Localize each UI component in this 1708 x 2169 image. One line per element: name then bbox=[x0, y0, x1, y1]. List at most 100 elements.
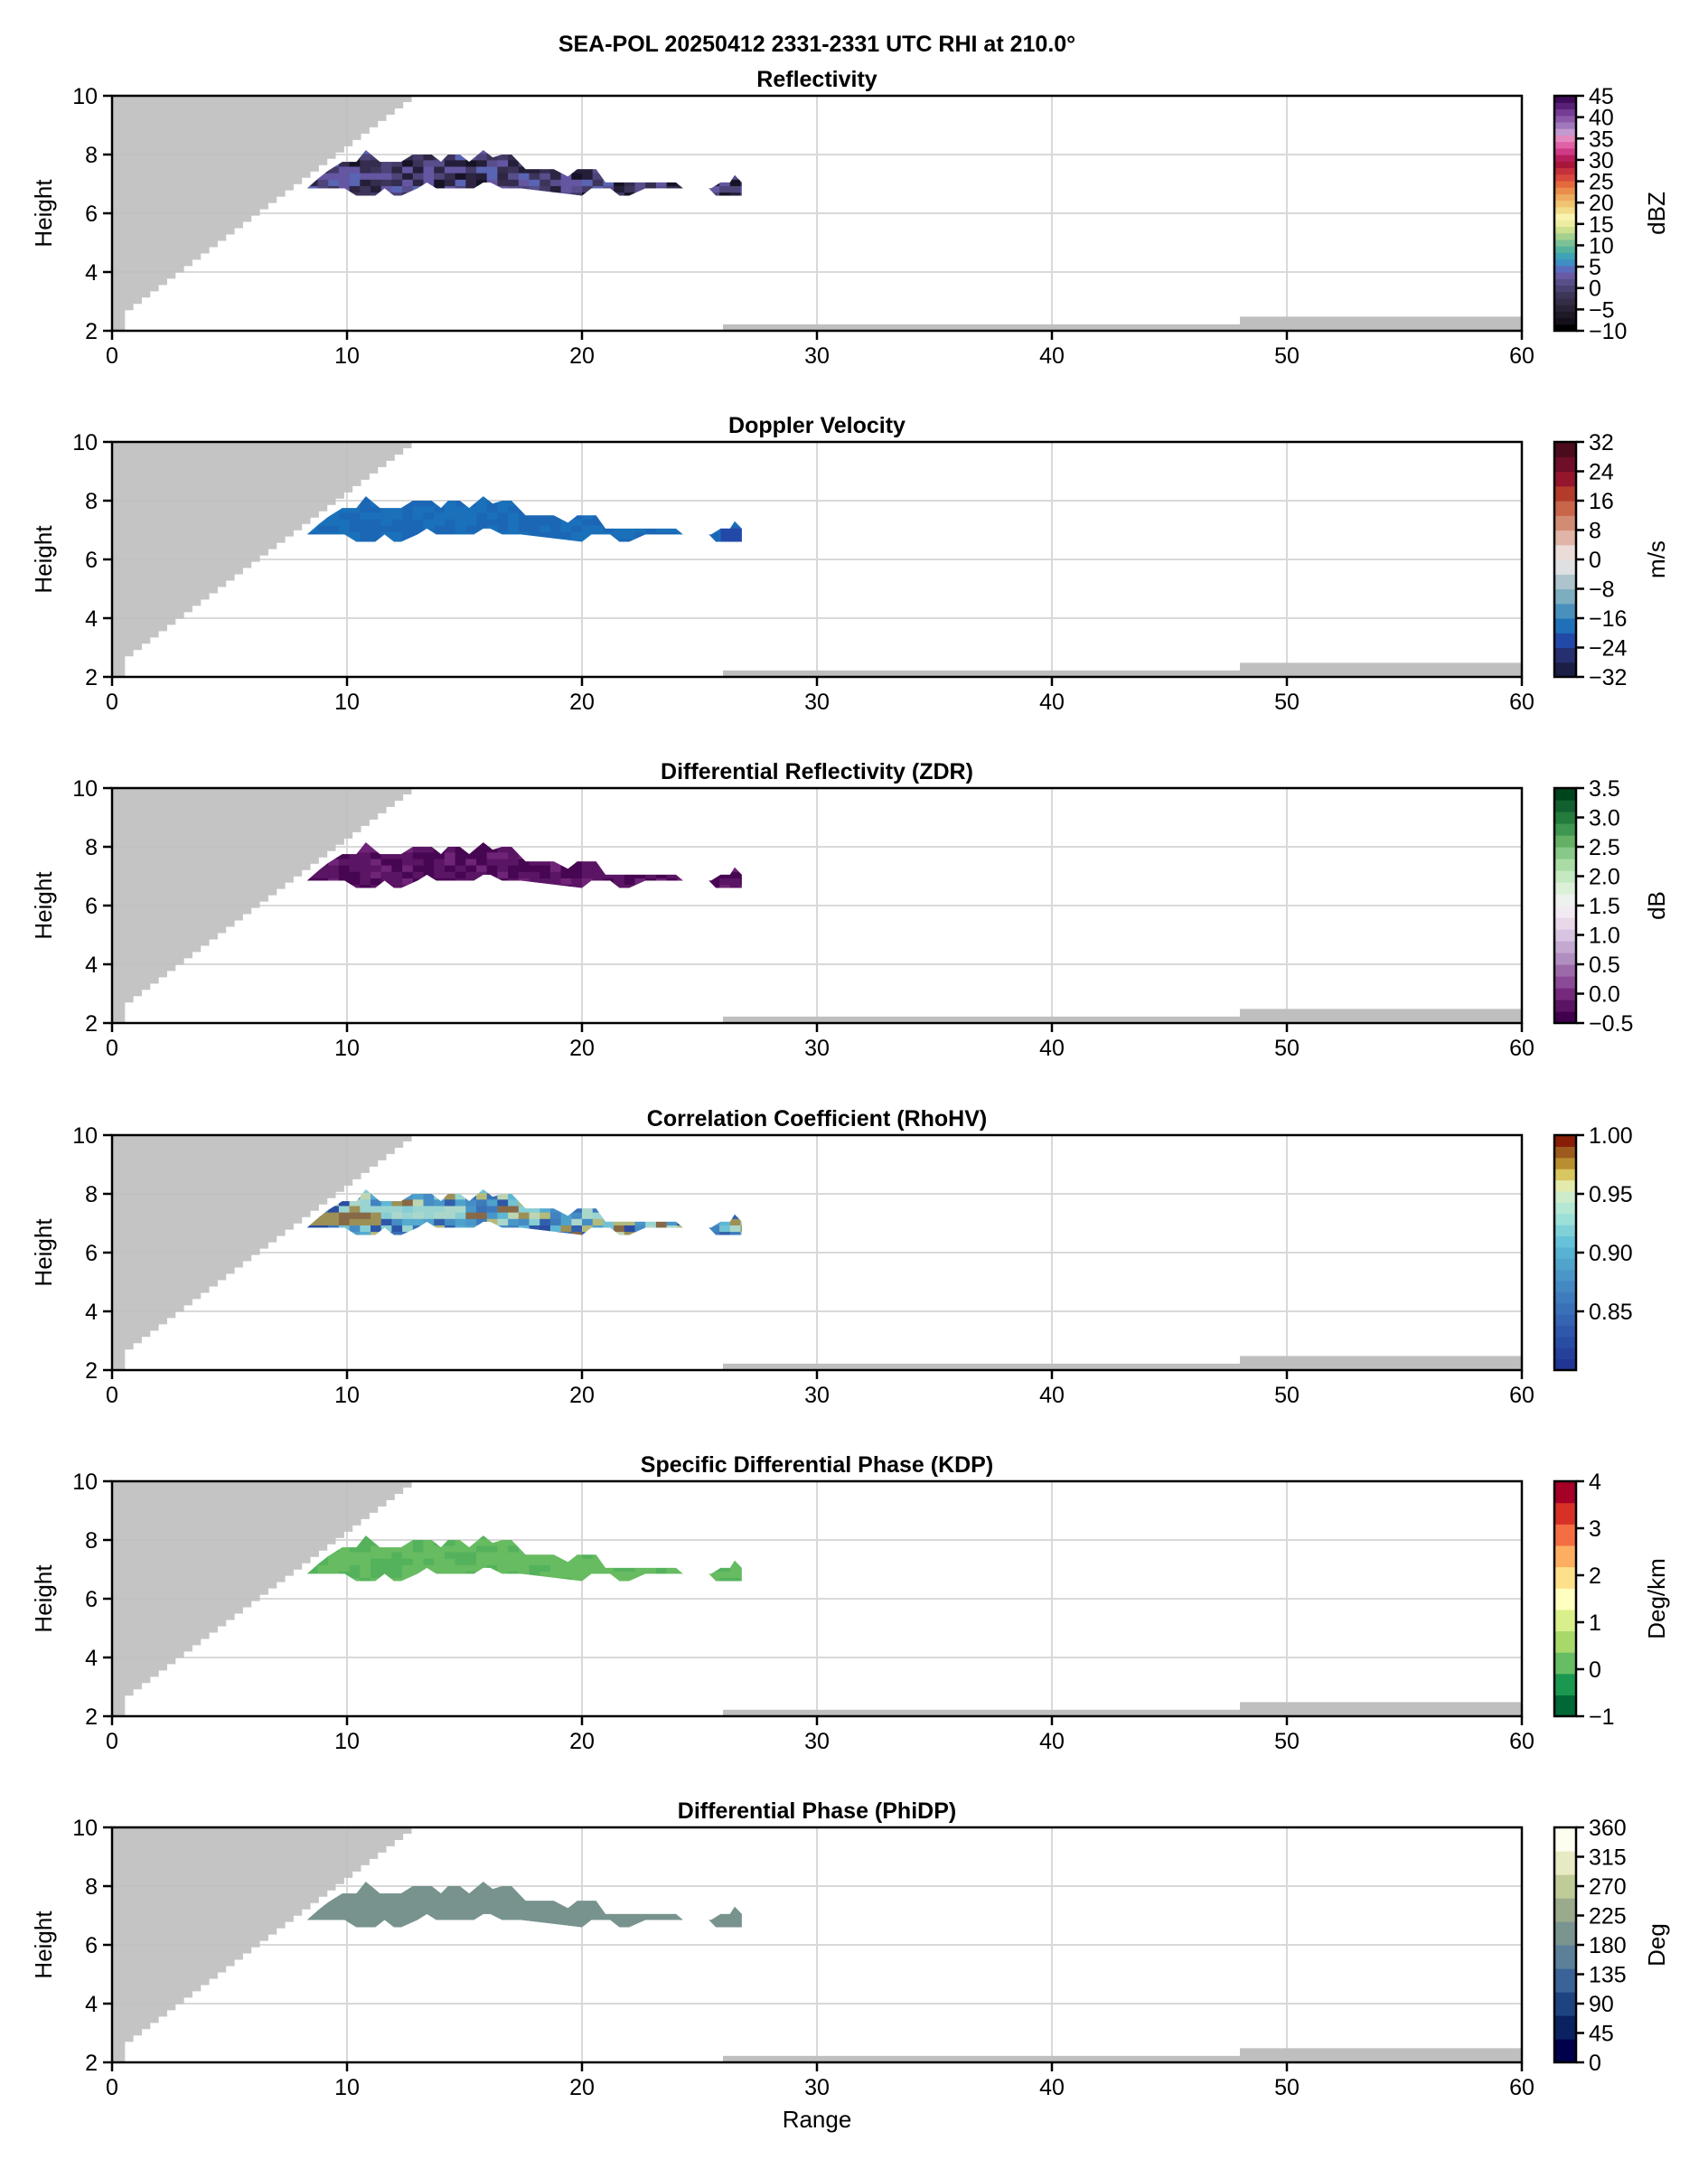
echo-cell bbox=[434, 519, 446, 526]
echo-cell bbox=[306, 1577, 318, 1582]
echo-cell bbox=[645, 1535, 657, 1540]
echo-cell bbox=[455, 531, 466, 540]
echo-cell bbox=[360, 499, 371, 507]
echo-cell bbox=[529, 179, 540, 186]
echo-cell bbox=[624, 505, 635, 513]
echo-cell bbox=[349, 525, 361, 532]
echo-cell bbox=[614, 1231, 625, 1235]
echo-cell bbox=[434, 871, 446, 878]
echo-cell bbox=[497, 512, 509, 520]
echo-cell bbox=[592, 166, 604, 174]
echo-cell bbox=[655, 859, 668, 866]
echo-cell bbox=[709, 1552, 720, 1559]
echo-cell bbox=[719, 1206, 731, 1213]
echo-cell bbox=[709, 525, 720, 532]
echo-cell bbox=[729, 884, 741, 888]
echo-cell bbox=[592, 1189, 604, 1194]
echo-cell bbox=[455, 1538, 466, 1546]
echo-cell bbox=[582, 150, 594, 155]
echo-cell bbox=[423, 512, 435, 520]
echo-cell bbox=[455, 1923, 466, 1928]
echo-cell bbox=[592, 1535, 604, 1540]
echo-cell bbox=[349, 851, 361, 859]
echo-cell bbox=[592, 1898, 604, 1905]
echo-cell bbox=[360, 538, 371, 542]
echo-cell bbox=[518, 1577, 530, 1582]
echo-cell bbox=[328, 1552, 340, 1559]
echo-cell bbox=[729, 192, 741, 196]
echo-cell bbox=[317, 519, 329, 526]
colorbar-frame bbox=[1553, 1479, 1578, 1718]
echo-cell bbox=[603, 1206, 615, 1213]
echo-cell bbox=[549, 1571, 562, 1579]
echo-cell bbox=[423, 525, 435, 532]
echo-cell bbox=[455, 496, 466, 501]
echo-cell bbox=[709, 1923, 720, 1928]
echo-cell bbox=[624, 1911, 635, 1918]
echo-cell bbox=[486, 884, 498, 888]
y-tick-label: 10 bbox=[72, 430, 98, 455]
echo-cell bbox=[338, 505, 351, 513]
echo-cell bbox=[624, 1904, 635, 1911]
echo-cell bbox=[571, 1577, 583, 1582]
echo-cell bbox=[380, 1923, 392, 1928]
echo-cell bbox=[592, 1206, 604, 1213]
echo-cell bbox=[391, 1564, 403, 1572]
echo-cell bbox=[677, 1552, 689, 1559]
echo-cell bbox=[645, 871, 657, 878]
echo-cell bbox=[423, 192, 435, 196]
colorbar-bin bbox=[1554, 115, 1576, 123]
echo-cell bbox=[380, 1911, 392, 1918]
echo-cell bbox=[540, 531, 551, 540]
echo-cell bbox=[497, 1884, 509, 1892]
echo-cell bbox=[582, 884, 594, 888]
echo-cell bbox=[412, 505, 424, 513]
echo-cell bbox=[729, 878, 741, 886]
echo-cell bbox=[444, 1571, 456, 1579]
echo-cell bbox=[677, 1911, 689, 1918]
echo-cell bbox=[497, 1192, 509, 1200]
echo-cell bbox=[412, 1218, 424, 1225]
echo-cell bbox=[444, 1882, 456, 1886]
echo-cell bbox=[317, 185, 329, 193]
echo-cell bbox=[666, 1558, 678, 1565]
echo-cell bbox=[698, 1189, 709, 1194]
echo-cell bbox=[402, 1571, 414, 1579]
echo-cell bbox=[486, 878, 498, 886]
echo-cell bbox=[371, 192, 382, 196]
echo-cell bbox=[423, 1218, 435, 1225]
echo-cell bbox=[465, 1564, 477, 1572]
echo-cell bbox=[360, 1558, 371, 1565]
echo-cell bbox=[317, 166, 329, 174]
echo-cell bbox=[655, 851, 668, 859]
echo-cell bbox=[614, 871, 625, 878]
echo-cell bbox=[740, 1917, 742, 1925]
echo-cell bbox=[740, 1898, 742, 1905]
echo-cell bbox=[719, 192, 731, 196]
echo-cell bbox=[402, 878, 414, 886]
echo-cell bbox=[709, 173, 720, 180]
echo-cell bbox=[614, 1564, 625, 1572]
colorbar-bin bbox=[1554, 2039, 1576, 2063]
echo-cell bbox=[719, 179, 731, 186]
echo-cell bbox=[560, 1535, 572, 1540]
colorbar-bin bbox=[1554, 456, 1576, 473]
echo-cell bbox=[412, 884, 424, 888]
echo-cell bbox=[444, 842, 456, 847]
y-tick-label: 8 bbox=[85, 835, 98, 860]
echo-cell bbox=[677, 1189, 689, 1194]
echo-cell bbox=[434, 1577, 446, 1582]
echo-cell bbox=[688, 1535, 699, 1540]
echo-cell bbox=[740, 1225, 742, 1233]
colorbar-bin bbox=[1554, 1169, 1576, 1181]
echo-cell bbox=[709, 1545, 720, 1553]
echo-cell bbox=[476, 884, 488, 888]
echo-cell bbox=[698, 1225, 709, 1233]
colorbar-tick-label: 0 bbox=[1589, 548, 1601, 573]
echo-cell bbox=[391, 1558, 403, 1565]
echo-cell bbox=[603, 1231, 615, 1235]
echo-cell bbox=[402, 842, 414, 847]
echo-cell bbox=[592, 865, 604, 872]
colorbar-tick-label: 20 bbox=[1589, 191, 1614, 216]
